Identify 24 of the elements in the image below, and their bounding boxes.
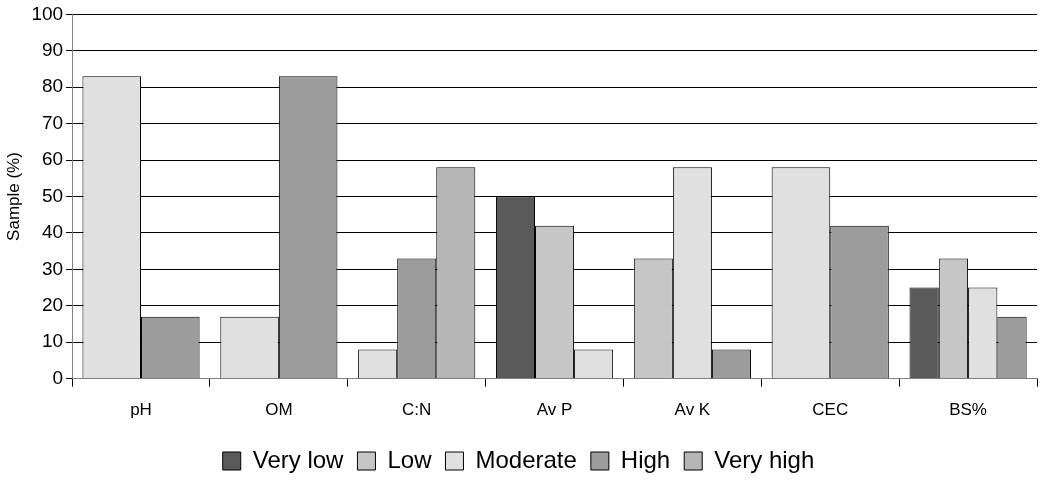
y-tick-label: 80 [41,75,64,97]
x-tick-label: Av P [536,400,573,420]
x-tick-label: BS% [949,400,987,420]
y-tick-label: 0 [52,366,64,388]
y-tick-label: 70 [41,111,64,133]
y-axis-title: Sample (%) [3,152,23,241]
legend-label: Moderate [475,445,577,473]
legend-label: High [620,445,671,473]
y-tick-label: 10 [41,330,64,352]
legend-label: Very low [252,445,345,473]
legend-label: Very high [714,445,815,473]
x-tick-label: Av K [674,400,711,420]
x-tick-label: C:N [402,400,432,420]
y-tick-label: 50 [41,184,64,206]
legend-label: Low [387,445,433,473]
y-tick-label: 40 [41,221,64,243]
x-tick-label: CEC [812,400,849,420]
y-tick-label: 90 [41,39,64,61]
y-tick-label: 60 [41,148,64,170]
y-tick-label: 30 [41,257,64,279]
x-tick-label: pH [130,400,152,420]
x-tick-label: OM [265,400,293,420]
y-tick-label: 20 [41,293,64,315]
y-tick-label: 100 [31,2,64,24]
